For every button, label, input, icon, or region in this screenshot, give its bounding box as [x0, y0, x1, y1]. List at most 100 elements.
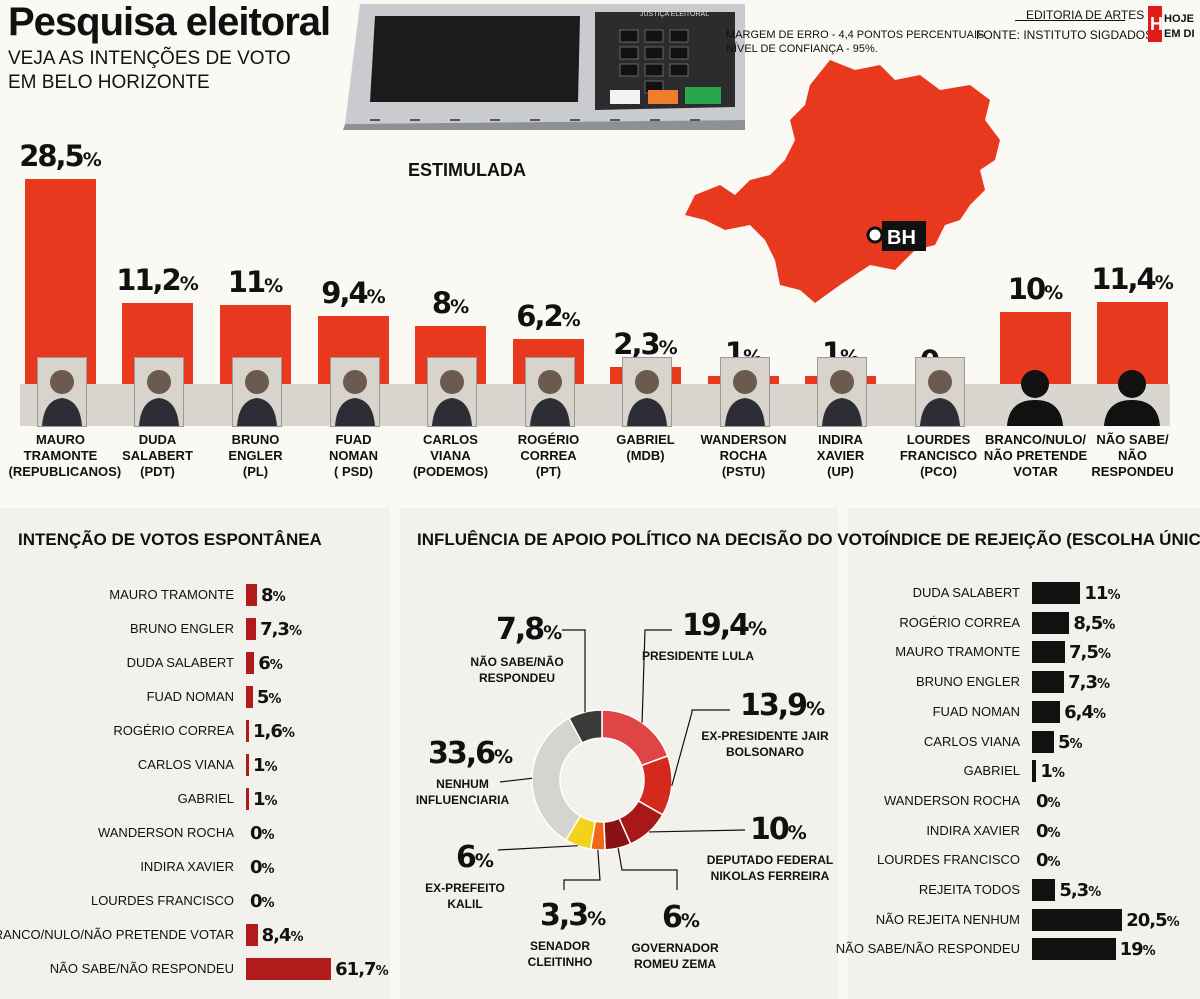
bh-label: BH	[887, 227, 916, 249]
bar-branco-nulo-nao-pretende-votar	[246, 924, 258, 946]
row-label-rogerio-correa: ROGÉRIO CORREA	[899, 614, 1020, 630]
value-label-indira-xavier: 0%	[250, 857, 275, 878]
chart-title-espontanea: INTENÇÃO DE VOTOS ESPONTÂNEA	[18, 530, 322, 549]
minas-gerais-map: BH	[685, 60, 1000, 303]
urna-label: JUSTIÇA ELEITORAL	[640, 11, 709, 18]
slice-label-presidente-lula: PRESIDENTE LULA	[641, 649, 754, 663]
chart-title-estimulada: ESTIMULADA	[408, 160, 526, 180]
value-label-duda-salabert: 11%	[1084, 583, 1121, 604]
avatar-wanderson-rocha-pstu	[720, 357, 770, 427]
value-label-nao-sabe-nao-respondeu: 11,4%	[1091, 261, 1174, 296]
influence-donut-labels: 19,4% PRESIDENTE LULA 13,9% EX-PRESIDENTE J…	[400, 560, 838, 999]
slice-nenhum-influenciaria	[531, 717, 584, 842]
category-label-mauro-tramonte-republicanos: MAURO TRAMONTE (REPUBLICANOS)	[8, 432, 122, 479]
value-label-mauro-tramonte-republicanos: 28,5%	[19, 138, 102, 173]
value-label-rejeita-todos: 5,3%	[1059, 880, 1102, 901]
row-label-nao-rejeita-nenhum: NÃO REJEITA NENHUM	[875, 911, 1020, 927]
row-label-branco-nulo-nao-pretende-votar: BRANCO/NULO/NÃO PRETENDE VOTAR	[0, 927, 234, 942]
avatar-duda-salabert-pdt	[134, 357, 184, 427]
leader-line-nao-sabe-nao-respondeu	[562, 629, 586, 713]
value-label-branco-nulo-nao-pretende-votar: 10%	[1007, 272, 1064, 306]
category-label-lourdes-francisco-pco: LOURDES FRANCISCO (PCO)	[899, 432, 978, 479]
value-label-branco-nulo-nao-pretende-votar: 8,4%	[261, 925, 304, 946]
row-label-mauro-tramonte: MAURO TRAMONTE	[109, 587, 234, 602]
voting-machine-illustration: JUSTIÇA ELEITORAL	[343, 4, 745, 130]
row-label-lourdes-francisco: LOURDES FRANCISCO	[90, 893, 234, 908]
value-label-mauro-tramonte: 8%	[261, 585, 286, 606]
bar-fuad-noman	[246, 686, 253, 708]
slice-label-ex-prefeito-kalil: EX-PREFEITO KALIL	[425, 881, 505, 911]
value-label-carlos-viana: 5%	[1058, 731, 1083, 753]
value-label-nao-sabe-nao-respondeu: 61,7%	[335, 959, 389, 980]
bar-duda-salabert	[1032, 582, 1081, 604]
stimulated-bar-chart: 28,5% MAURO TRAMONTE (REPUBLICANOS) 11,2% DUD…	[8, 138, 1174, 479]
value-label-duda-salabert: 6%	[258, 653, 283, 674]
slice-label-ex-presidente-jair-bolsonaro: EX-PRESIDENTE JAIR BOLSONARO	[701, 729, 829, 759]
value-label-nao-sabe-nao-respondeu: 7,8%	[496, 612, 563, 647]
bar-rejeita-todos	[1032, 879, 1056, 901]
row-label-mauro-tramonte: MAURO TRAMONTE	[895, 644, 1020, 660]
bar-carlos-viana	[1032, 730, 1054, 753]
leader-line-senador-cleitinho	[563, 849, 601, 890]
value-label-indira-xavier: 0%	[1036, 820, 1061, 842]
category-label-wanderson-rocha-pstu: WANDERSON ROCHA (PSTU)	[700, 432, 787, 479]
value-label-ex-prefeito-kalil: 6%	[456, 840, 494, 875]
value-label-rogerio-correa-pt: 6,2%	[516, 299, 581, 334]
editoria: EDITORIA DE ARTES	[1026, 8, 1145, 22]
category-label-fuad-noman-psd: FUAD NOMAN( PSD)	[328, 432, 379, 479]
category-label-indira-xavier-up: INDIRA XAVIER (UP)	[816, 432, 865, 479]
value-label-gabriel: 1%	[1040, 761, 1065, 783]
row-label-rogerio-correa: ROGÉRIO CORREA	[113, 723, 234, 738]
slice-label-nenhum-influenciaria: NENHUM INFLUENCIARIA	[415, 777, 510, 807]
leader-line-deputado-federal-nikolas-ferreira	[648, 829, 746, 833]
svg-text:H: H	[1150, 14, 1163, 34]
value-label-fuad-noman: 6,4%	[1064, 701, 1107, 723]
value-label-lourdes-francisco: 0%	[250, 891, 275, 912]
bar-bruno-engler	[1032, 671, 1065, 694]
hoje-em-dia-logo: H HOJE EM DIA	[1148, 6, 1200, 42]
slice-label-governador-romeu-zema: GOVERNADOR ROMEU ZEMA	[631, 941, 719, 971]
row-label-fuad-noman: FUAD NOMAN	[932, 703, 1020, 719]
panel-rejeicao	[848, 508, 1200, 999]
bar-mauro-tramonte	[246, 584, 258, 606]
avatar-gabriel-mdb	[622, 357, 672, 427]
avatar-indira-xavier-up	[817, 357, 867, 427]
value-label-bruno-engler: 7,3%	[1068, 672, 1111, 694]
category-label-gabriel-mdb: GABRIEL (MDB)	[616, 432, 675, 463]
bar-duda-salabert	[246, 652, 255, 674]
row-label-gabriel: GABRIEL	[177, 791, 234, 806]
person-silhouette-icon	[1005, 368, 1065, 426]
leader-line-governador-romeu-zema	[617, 848, 678, 890]
chart-title-rejeicao: ÍNDICE DE REJEIÇÃO (ESCOLHA ÚNICA)	[884, 530, 1200, 549]
row-label-rejeita-todos: REJEITA TODOS	[918, 882, 1020, 897]
value-label-fuad-noman: 5%	[256, 687, 282, 708]
chart-band	[20, 384, 1170, 426]
value-label-carlos-viana: 1%	[253, 755, 278, 776]
value-label-mauro-tramonte: 7,5%	[1069, 642, 1111, 664]
value-label-fuad-noman-psd: 9,4%	[321, 276, 386, 311]
panel-influencia	[400, 508, 838, 999]
svg-text:EM DIA: EM DIA	[1164, 28, 1194, 40]
category-label-duda-salabert-pdt: DUDA SALABERT (PDT)	[122, 432, 193, 479]
spontaneous-bar-chart: MAURO TRAMONTE 8% BRUNO ENGLER 7,3% DUDA SAL…	[0, 0, 390, 999]
value-label-lourdes-francisco: 0%	[1036, 850, 1061, 872]
value-label-deputado-federal-nikolas-ferreira: 10%	[750, 812, 807, 847]
value-label-bruno-engler-pl: 11%	[227, 264, 284, 299]
value-label-rogerio-correa: 8,5%	[1073, 612, 1116, 634]
value-label-carlos-viana-podemos: 8%	[431, 286, 470, 321]
page-title: Pesquisa eleitoral	[8, 0, 331, 44]
value-label-governador-romeu-zema: 6%	[662, 900, 700, 935]
bar-gabriel	[1032, 760, 1037, 783]
subtitle-line-2: EM BELO HORIZONTE	[8, 72, 210, 93]
bar-nao-sabe-nao-respondeu	[1032, 938, 1116, 961]
bar-mauro-tramonte	[1032, 641, 1065, 664]
row-label-bruno-engler: BRUNO ENGLER	[915, 674, 1020, 690]
bar-fuad-noman	[1032, 700, 1061, 723]
bar-nao-sabe-nao-respondeu	[246, 958, 332, 980]
row-label-gabriel: GABRIEL	[963, 763, 1020, 779]
panel-espontanea	[0, 508, 390, 999]
value-label-nao-sabe-nao-respondeu: 19%	[1119, 939, 1156, 961]
avatar-bruno-engler-pl	[232, 357, 282, 427]
source: FONTE: INSTITUTO SIGDADOS	[976, 28, 1154, 42]
row-label-carlos-viana: CARLOS VIANA	[137, 757, 234, 772]
